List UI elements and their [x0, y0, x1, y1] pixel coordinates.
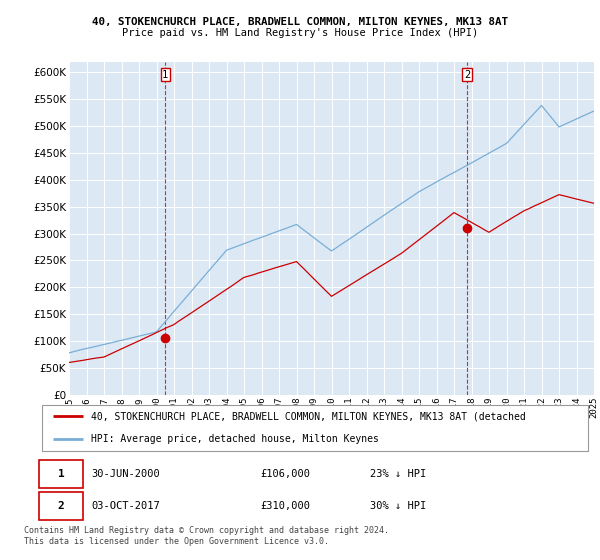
Text: 40, STOKENCHURCH PLACE, BRADWELL COMMON, MILTON KEYNES, MK13 8AT (detached: 40, STOKENCHURCH PLACE, BRADWELL COMMON,… [91, 412, 526, 421]
Text: 03-OCT-2017: 03-OCT-2017 [91, 501, 160, 511]
Text: 2: 2 [58, 501, 64, 511]
Text: HPI: Average price, detached house, Milton Keynes: HPI: Average price, detached house, Milt… [91, 435, 379, 444]
Text: £310,000: £310,000 [260, 501, 310, 511]
Text: 30% ↓ HPI: 30% ↓ HPI [370, 501, 426, 511]
FancyBboxPatch shape [42, 405, 588, 451]
Text: Contains HM Land Registry data © Crown copyright and database right 2024.
This d: Contains HM Land Registry data © Crown c… [24, 526, 389, 546]
Text: 40, STOKENCHURCH PLACE, BRADWELL COMMON, MILTON KEYNES, MK13 8AT: 40, STOKENCHURCH PLACE, BRADWELL COMMON,… [92, 17, 508, 27]
Text: 30-JUN-2000: 30-JUN-2000 [91, 469, 160, 479]
Text: 1: 1 [58, 469, 64, 479]
FancyBboxPatch shape [39, 492, 83, 520]
Text: 2: 2 [464, 70, 470, 80]
FancyBboxPatch shape [39, 460, 83, 488]
Text: £106,000: £106,000 [260, 469, 310, 479]
Text: Price paid vs. HM Land Registry's House Price Index (HPI): Price paid vs. HM Land Registry's House … [122, 28, 478, 38]
Text: 1: 1 [162, 70, 169, 80]
Text: 23% ↓ HPI: 23% ↓ HPI [370, 469, 426, 479]
